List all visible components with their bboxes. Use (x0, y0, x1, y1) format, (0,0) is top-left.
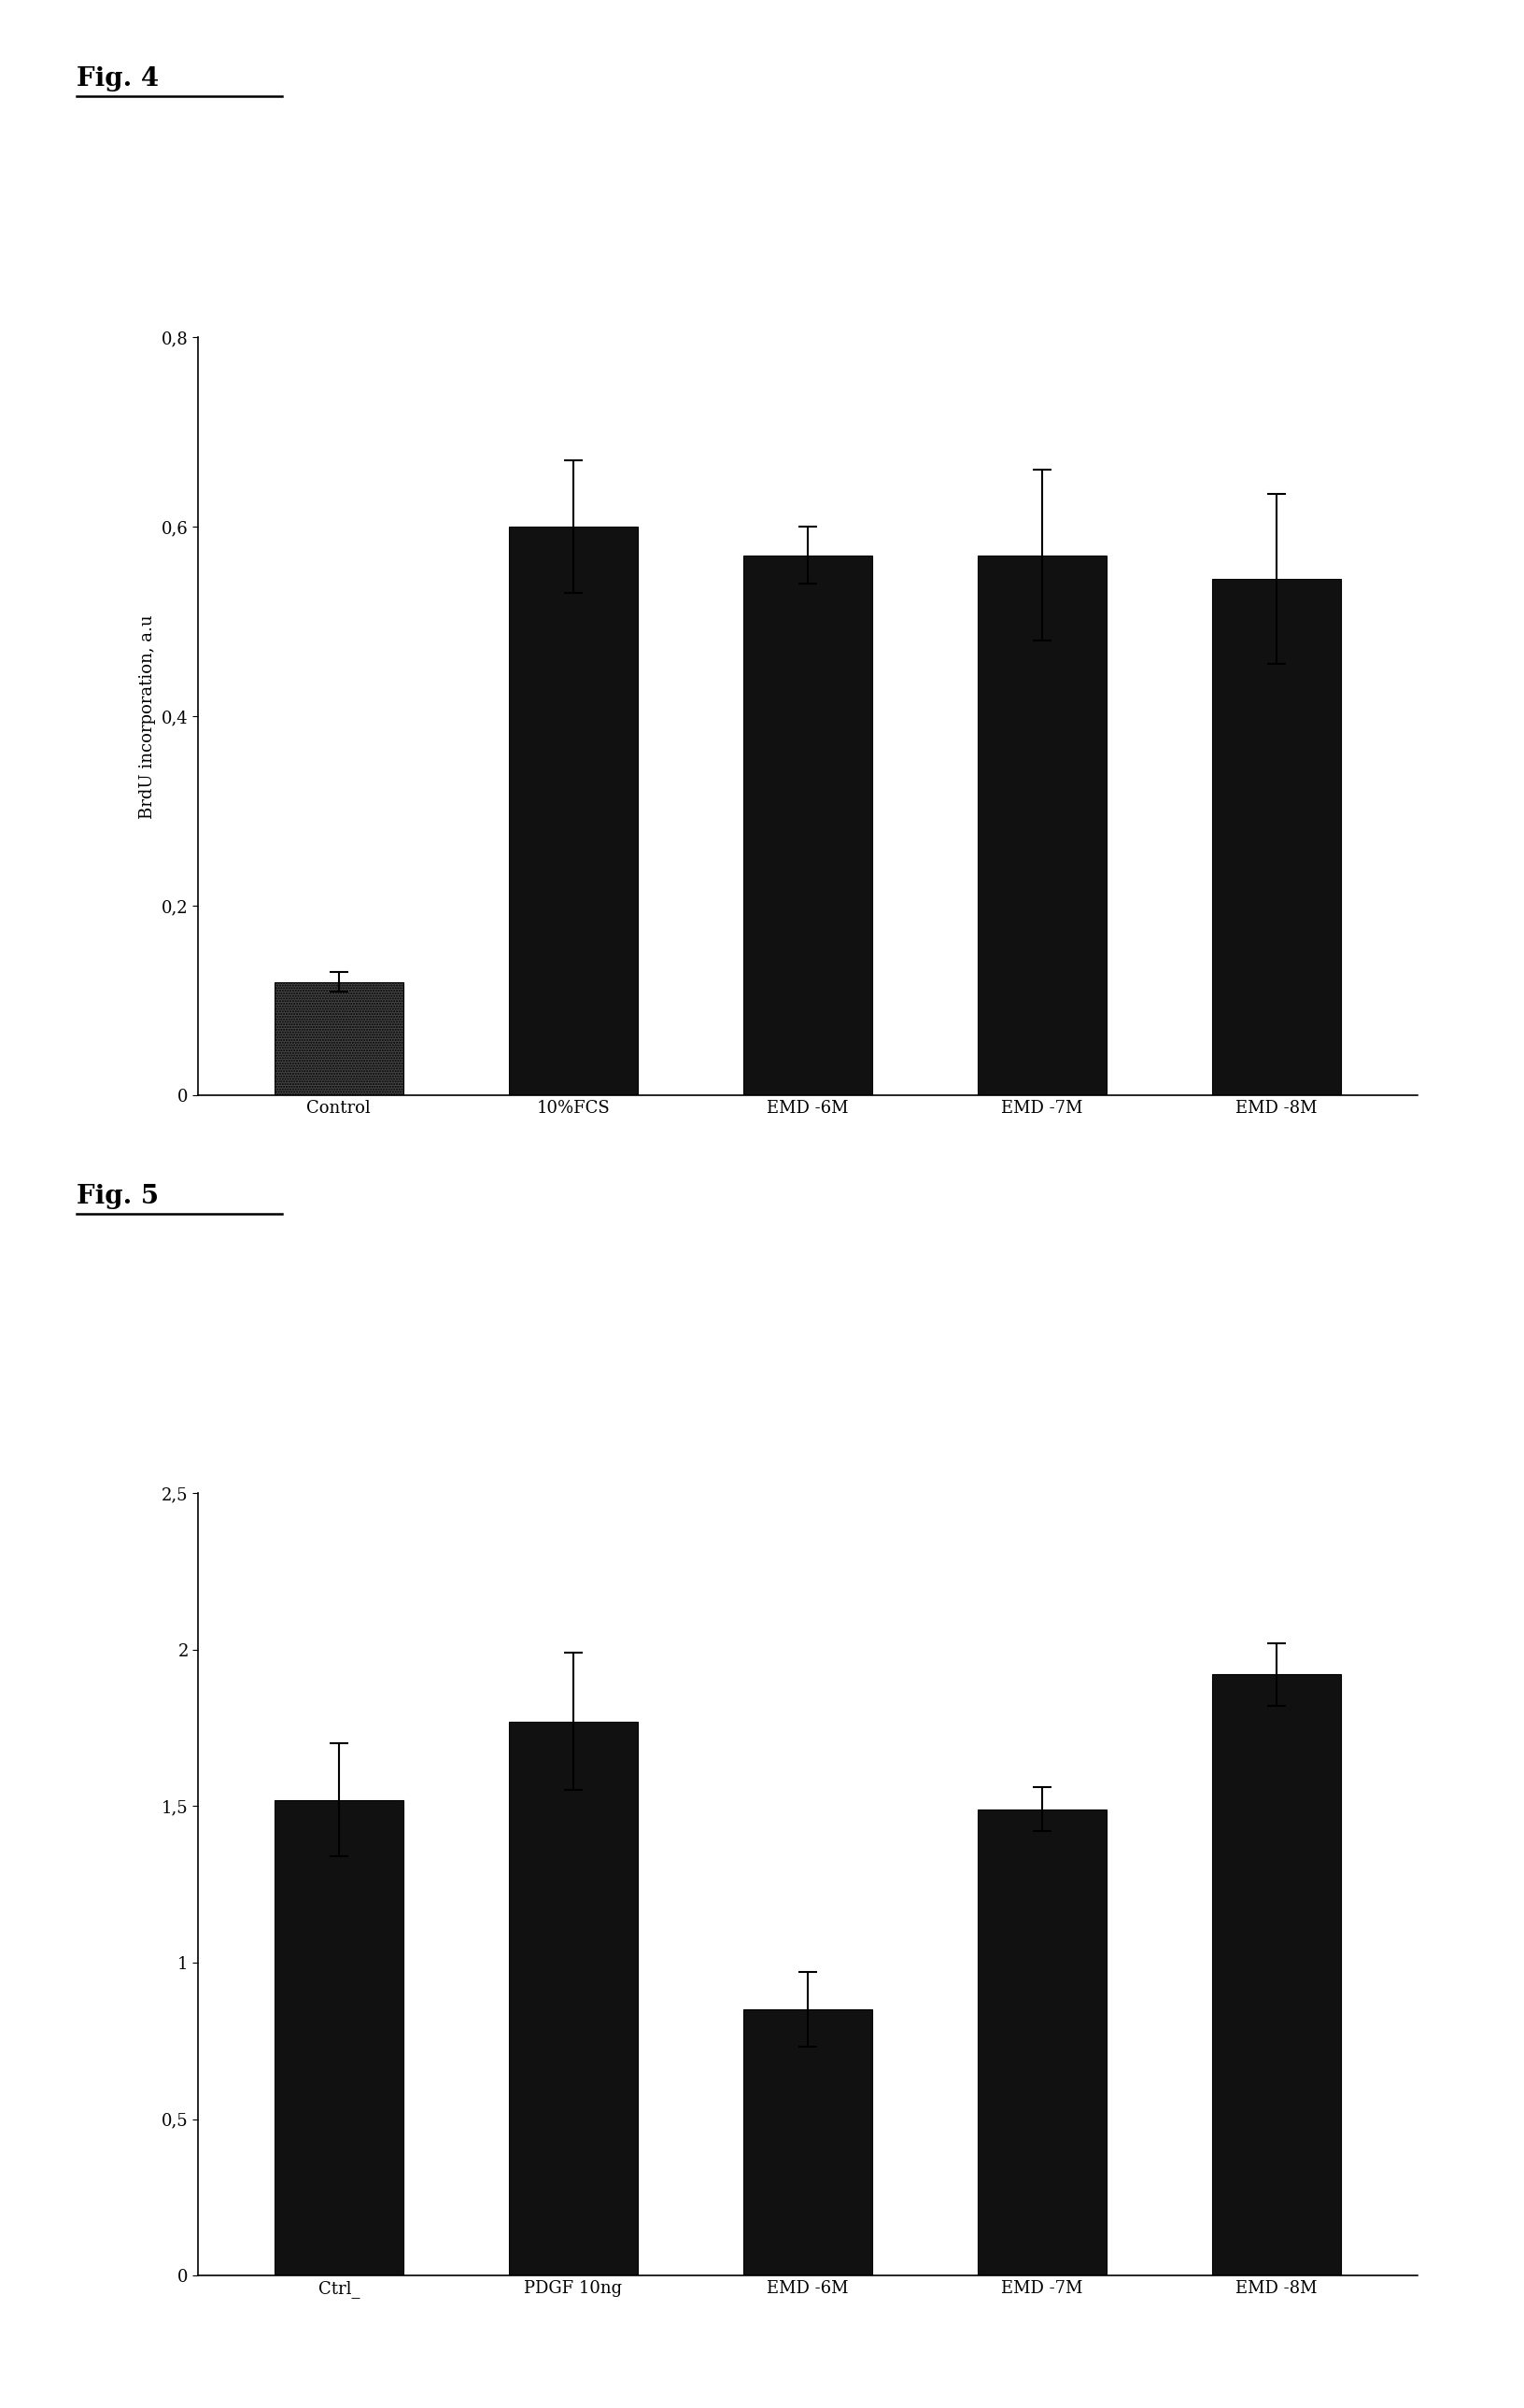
Y-axis label: BrdU incorporation, a.u: BrdU incorporation, a.u (140, 614, 157, 819)
Text: Fig. 4: Fig. 4 (76, 67, 158, 92)
Bar (978, 556, 1106, 1096)
Bar (1212, 578, 1341, 1096)
Bar (509, 527, 637, 1096)
Bar (978, 1808, 1106, 2276)
Bar (744, 556, 872, 1096)
Bar (744, 2008, 872, 2276)
Bar (274, 1799, 404, 2276)
Bar (274, 982, 404, 1096)
Bar (1212, 1674, 1341, 2276)
Text: Fig. 5: Fig. 5 (76, 1185, 158, 1209)
Bar (509, 1722, 637, 2276)
